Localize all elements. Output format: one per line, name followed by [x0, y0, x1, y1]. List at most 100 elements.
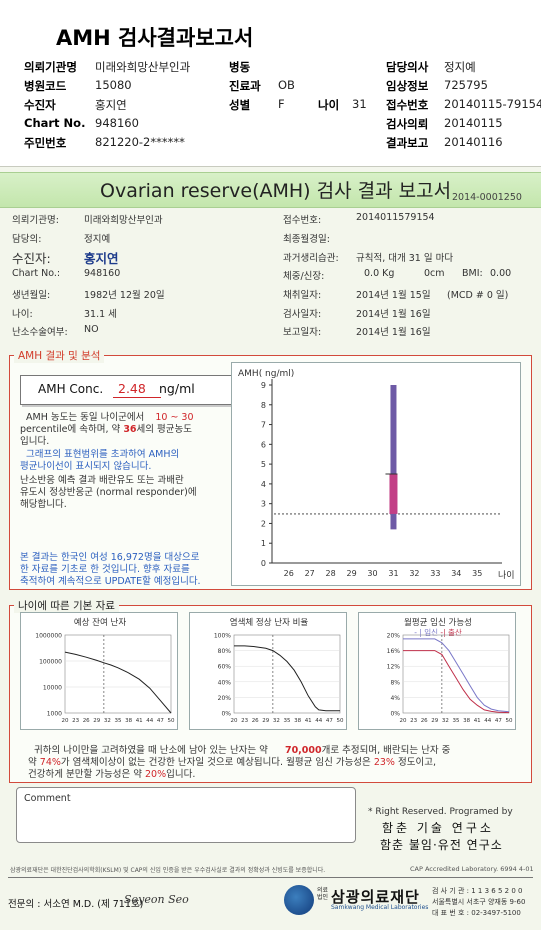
field-value-institution: 미래와희망산부인과: [95, 60, 191, 74]
mini-x-tick-label: 23: [72, 718, 79, 724]
amh-y-tick-label: 6: [261, 440, 266, 449]
report-label: 보고일자:: [283, 327, 322, 338]
field-value-hospital-code: 15080: [95, 78, 132, 92]
summary-text-e: 정도이고,: [397, 757, 436, 768]
amh-chart-frame: AMH( ng/ml) 0 1 2 3 4 5 6 7 8 9 26 27 28 29 30 31 32 33 34 3…: [231, 362, 521, 586]
copyright-text: * Right Reserved. Programed by: [368, 807, 513, 817]
height-value: 0cm: [424, 268, 445, 279]
amh-x-tick-label: 26: [284, 569, 294, 578]
mini-x-tick-label: 23: [241, 718, 248, 724]
mini-y-tick-label: 80%: [218, 648, 232, 655]
summary-line-3: 건강하게 분만할 가능성은 약 20%입니다.: [28, 766, 195, 780]
mini-x-tick-label: 35: [115, 718, 122, 724]
lmp-label: 최종월경일:: [283, 234, 330, 245]
response-line-1: 난소반응 예측 결과 배란유도 또는 과배란: [20, 475, 184, 486]
amh-section-title: AMH 결과 및 분석: [14, 348, 105, 363]
field-value-resident-no: 821220-2******: [95, 135, 185, 149]
footnote-line-3: 축적하여 계속적으로 UPDATE할 예정입니다.: [20, 576, 201, 587]
mini-y-tick-label: 40%: [218, 679, 232, 686]
mini-series-line-1: [403, 638, 510, 713]
footer-divider: [8, 877, 533, 878]
mini-x-tick-label: 47: [495, 718, 502, 724]
field-label-chart-no: Chart No.: [24, 116, 86, 130]
mini-x-tick-label: 44: [484, 718, 491, 724]
mini-y-tick-label: 0%: [390, 711, 400, 718]
age-label: 나이:: [12, 309, 33, 320]
field-value-department: OB: [278, 78, 295, 92]
mini-x-tick-label: 26: [252, 718, 259, 724]
field-label-age: 나이: [318, 98, 340, 112]
field-value-chart-no: 948160: [95, 116, 139, 130]
receipt-label: 접수번호:: [283, 215, 322, 226]
footnote-line-1: 본 결과는 한국인 여성 16,972명을 대상으로: [20, 552, 200, 563]
lab-name: 삼광의료재단: [331, 888, 420, 906]
amh-x-tick-label: 32: [409, 569, 419, 578]
graph-note-1: 그래프의 표현범위를 초과하여 AMH의: [26, 449, 180, 460]
mini-plot-area: [233, 634, 341, 714]
desc-age-text: percentile에 속하며, 약: [20, 424, 121, 435]
cap-accreditation: CAP Accredited Laboratory. 6994 4-01: [410, 865, 534, 873]
summary-text-g: 입니다.: [166, 769, 196, 780]
mini-x-tick-label: 50: [506, 718, 513, 724]
age-value: 31.1 세: [84, 309, 117, 320]
mini-x-tick-label: 41: [305, 718, 312, 724]
amh-y-tick-label: 1: [261, 539, 266, 548]
history-value: 규칙적, 대개 31 일 마다: [356, 253, 454, 264]
field-value-patient: 홍지연: [95, 98, 127, 112]
mini-chart-title: 예상 잔여 난자: [74, 617, 127, 628]
field-label-report-date: 결과보고: [386, 136, 429, 150]
institution-value: 미래와희망산부인과: [84, 215, 163, 226]
tech-institute-name: 함춘 기술 연구소: [382, 821, 494, 835]
mini-series-line-1: [234, 645, 340, 712]
chart-label: Chart No.:: [12, 268, 61, 279]
mini-x-tick-label: 29: [93, 718, 100, 724]
comment-label: Comment: [24, 793, 71, 804]
mini-x-tick-label: 35: [284, 718, 291, 724]
desc-line-3: 입니다.: [20, 436, 50, 447]
amh-y-tick-label: 9: [261, 381, 266, 390]
test-value: 2014년 1월 16일: [356, 309, 431, 320]
amh-x-tick-label: 34: [451, 569, 461, 578]
graph-note-2: 평균나이선이 표시되지 않습니다.: [20, 461, 152, 472]
history-label: 과거생리습관:: [283, 253, 339, 264]
mini-y-tick-label: 16%: [387, 648, 401, 655]
patient-name-value: 홍지연: [84, 251, 119, 266]
mini-y-tick-label: 12%: [387, 664, 401, 671]
eggs-chart-frame: 예상 잔여 난자 1000000 100000 10000 1000 20 23 26 29 32…: [20, 612, 178, 730]
amh-y-axis-label: AMH( ng/ml): [238, 369, 294, 379]
mini-plot-area: [64, 634, 172, 714]
mini-x-tick-label: 50: [168, 718, 175, 724]
amh-y-tick-label: 3: [261, 500, 266, 509]
mini-x-tick-label: 44: [315, 718, 322, 724]
mini-y-tick-label: 20%: [387, 633, 401, 640]
summary-line-2: 약 74%가 염색체이상이 없는 건강한 난자일 것으로 예상됩니다. 월평균 …: [28, 754, 436, 768]
normal-egg-ratio-chart: 염색체 정상 난자 비율 100% 80% 60% 40% 20% 0%20 23 26 29 32…: [214, 617, 344, 724]
collect-value: 2014년 1월 15일: [356, 290, 431, 301]
amh-y-tick-label: 4: [261, 480, 266, 489]
mini-x-tick-label: 20: [62, 718, 69, 724]
specialist-name: 전문의 : 서소연 M.D. (제 711호): [8, 899, 144, 910]
mini-x-tick-label: 41: [136, 718, 143, 724]
summary-text-f: 건강하게 분만할 가능성은 약: [28, 769, 142, 780]
desc-equiv-age: 36: [123, 424, 137, 435]
summary-normal: 74%: [39, 757, 61, 768]
amh-conc-unit: ng/ml: [159, 381, 195, 396]
summary-line-1: 귀하의 나이만을 고려하였을 때 난소에 남아 있는 난자는 약 70,000개…: [34, 742, 450, 756]
amh-conc-label: AMH Conc.: [38, 382, 104, 396]
patient-name-label: 수진자:: [12, 251, 51, 266]
mini-y-tick-label: 1000000: [35, 633, 62, 640]
amh-y-tick-label: 5: [261, 460, 266, 469]
fertility-institute-name: 함춘 불임·유전 연구소: [380, 838, 503, 852]
mini-y-tick-label: 100%: [214, 633, 231, 640]
desc-line-1: AMH 농도는 동일 나이군에서 10 ~ 30: [26, 412, 194, 423]
amh-x-tick-label: 31: [388, 569, 398, 578]
chart-value: 948160: [84, 268, 121, 279]
summary-text-a: 귀하의 나이만을 고려하였을 때 난소에 남아 있는 난자는 약: [34, 745, 268, 756]
amh-iqr-box: [389, 474, 398, 514]
report-value: 2014년 1월 16일: [356, 327, 431, 338]
pregnancy-chart-frame: 월평균 임신 가능성 - | 임신 -| 출산 20% 16% 12% 8% 4% 0% 20 2…: [358, 612, 516, 730]
receipt-value: 2014011579154: [356, 212, 435, 223]
